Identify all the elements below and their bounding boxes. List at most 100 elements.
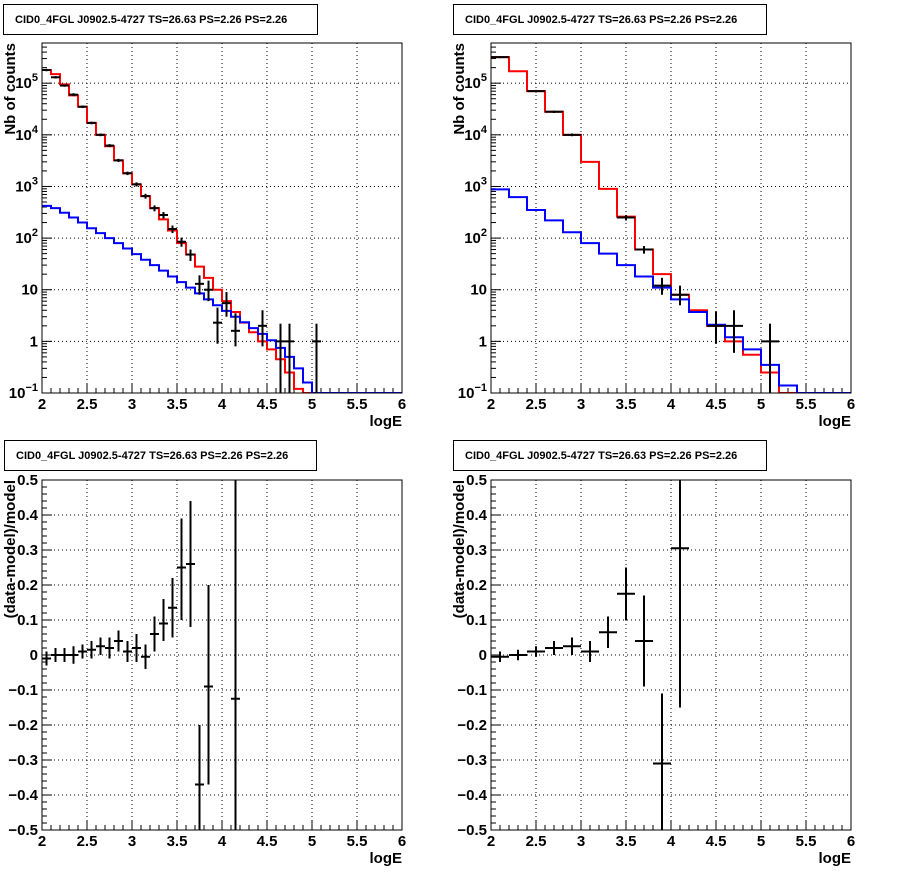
- data-point: [87, 121, 96, 125]
- data-point: [123, 641, 132, 662]
- y-tick-label: 104: [15, 124, 39, 144]
- y-tick-label: 0.2: [17, 577, 38, 594]
- data-point: [204, 585, 213, 785]
- x-tick-label: 5.5: [347, 396, 368, 413]
- chart-title-box: [4, 440, 317, 471]
- data-point: [653, 277, 671, 295]
- data-point: [707, 311, 725, 344]
- y-tick-label: −0.1: [457, 682, 487, 699]
- data-point: [141, 193, 150, 199]
- data-point: [114, 158, 123, 162]
- data-point: [509, 649, 527, 661]
- y-tick-label: 1: [479, 333, 487, 350]
- data-point: [545, 641, 563, 655]
- data-point: [195, 275, 204, 295]
- data-point: [150, 205, 159, 212]
- data-point: [177, 518, 186, 620]
- data-point: [581, 641, 599, 662]
- data-point: [563, 637, 581, 655]
- chart-title-box: [3, 4, 318, 35]
- x-tick-label: 3.5: [616, 396, 637, 413]
- plot-frame: [41, 42, 403, 394]
- x-tick-label: 6: [398, 833, 406, 850]
- data-point: [671, 480, 689, 708]
- y-tick-label: −0.4: [457, 787, 487, 804]
- y-axis-label: (data-model)/model: [2, 480, 19, 618]
- x-tick-label: 2.5: [526, 833, 547, 850]
- x-tick-label: 5: [308, 396, 316, 413]
- x-tick-label: 2: [487, 833, 495, 850]
- data-point: [635, 246, 653, 254]
- plot-frame: [490, 42, 852, 394]
- data-point: [159, 212, 168, 219]
- chart-title: CID0_4FGL J0902.5-4727 TS=26.63 PS=2.26 …: [16, 450, 288, 462]
- y-tick-label: 0.4: [466, 507, 488, 524]
- x-tick-label: 6: [847, 833, 855, 850]
- x-tick-label: 5: [757, 396, 765, 413]
- data-point: [132, 634, 141, 662]
- data-point: [258, 310, 267, 347]
- series-model-blue: [42, 204, 402, 393]
- x-tick-label: 2: [38, 396, 46, 413]
- y-tick-label: 10−1: [9, 382, 38, 402]
- y-tick-label: −0.5: [457, 822, 487, 839]
- data-point: [105, 144, 114, 148]
- x-tick-label: 3.5: [167, 833, 188, 850]
- data-point: [617, 567, 635, 620]
- data-point: [69, 93, 78, 97]
- data-point: [60, 648, 69, 662]
- data-point: [168, 578, 177, 638]
- y-tick-label: 102: [15, 227, 38, 247]
- data-point: [141, 644, 150, 669]
- x-axis-label: logE: [370, 850, 403, 867]
- x-tick-label: 4.5: [257, 396, 278, 413]
- chart-panel-bottom-left: CID0_4FGL J0902.5-4727 TS=26.63 PS=2.26 …: [2, 440, 406, 867]
- x-tick-label: 3: [577, 396, 585, 413]
- data-point: [87, 641, 96, 659]
- data-point: [60, 84, 69, 87]
- x-tick-label: 2.5: [77, 396, 98, 413]
- data-point: [231, 480, 240, 830]
- series-model-red: [42, 68, 402, 393]
- y-tick-label: 0.1: [17, 612, 38, 629]
- x-tick-label: 4: [667, 396, 676, 413]
- data-point: [276, 323, 285, 393]
- x-tick-label: 5: [308, 833, 316, 850]
- y-tick-label: 104: [464, 124, 488, 144]
- chart-title-box: [453, 440, 767, 471]
- data-point: [105, 637, 114, 659]
- x-tick-label: 5.5: [796, 833, 817, 850]
- y-tick-label: 103: [464, 175, 487, 195]
- y-axis-label: Nb of counts: [2, 43, 19, 135]
- plot-frame: [41, 479, 403, 831]
- x-tick-label: 5.5: [796, 396, 817, 413]
- y-tick-label: 0.5: [466, 472, 487, 489]
- x-tick-label: 6: [398, 396, 406, 413]
- data-point: [186, 249, 195, 262]
- chart-title: CID0_4FGL J0902.5-4727 TS=26.63 PS=2.26 …: [465, 450, 737, 462]
- data-point: [123, 171, 132, 176]
- y-tick-label: 0.3: [466, 542, 487, 559]
- plot-frame: [490, 479, 852, 831]
- y-tick-label: 0.4: [17, 507, 39, 524]
- data-point: [527, 89, 545, 93]
- chart-panel-top-left: CID0_4FGL J0902.5-4727 TS=26.63 PS=2.26 …: [2, 4, 406, 430]
- y-tick-label: −0.2: [8, 717, 38, 734]
- y-tick-label: −0.4: [8, 787, 38, 804]
- x-axis-label: logE: [819, 413, 852, 430]
- x-tick-label: 4.5: [706, 833, 727, 850]
- y-tick-label: −0.5: [8, 822, 38, 839]
- y-tick-label: 103: [15, 175, 38, 195]
- data-point: [114, 630, 123, 652]
- y-tick-label: −0.3: [457, 752, 487, 769]
- x-tick-label: 4.5: [257, 833, 278, 850]
- y-tick-label: 1: [30, 333, 38, 350]
- y-tick-label: 10−1: [458, 382, 487, 402]
- data-point: [96, 637, 105, 655]
- data-point: [69, 646, 78, 664]
- data-point: [527, 646, 545, 657]
- data-point: [96, 133, 105, 137]
- x-tick-label: 3: [577, 833, 585, 850]
- x-tick-label: 3: [128, 833, 136, 850]
